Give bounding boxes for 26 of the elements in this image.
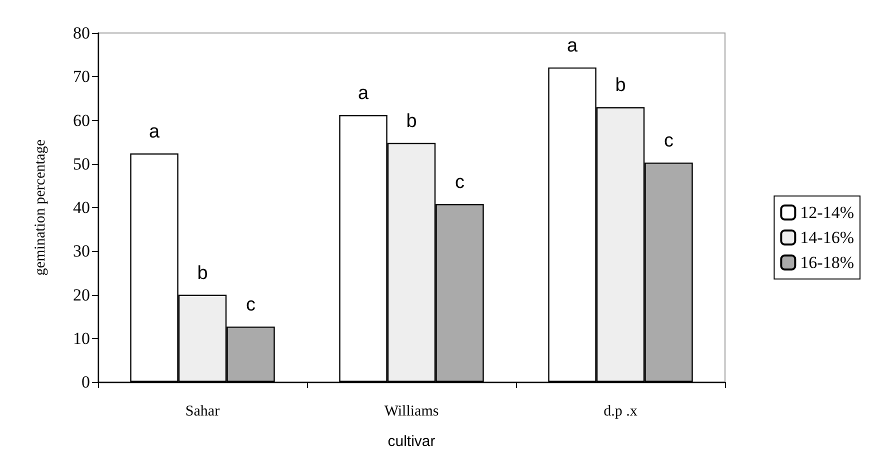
y-tick-label: 70 — [73, 67, 90, 86]
y-tick-label: 0 — [82, 372, 90, 392]
y-tick-label: 80 — [73, 24, 90, 42]
legend-label: 14-16% — [800, 228, 854, 247]
y-axis-title: gemination percentage — [32, 139, 48, 276]
data-label: a — [566, 35, 578, 56]
x-tick-label: Sahar — [185, 404, 220, 420]
y-tick-label: 30 — [73, 242, 90, 261]
data-label: c — [246, 294, 256, 316]
x-tick-label: Williams — [384, 404, 439, 420]
y-tick-label: 20 — [73, 285, 90, 304]
x-axis-title: cultivar — [388, 433, 436, 450]
data-label: c — [454, 172, 464, 194]
y-tick-label: 60 — [73, 110, 90, 130]
data-label: c — [664, 130, 674, 152]
legend-label: 12-14% — [800, 203, 854, 222]
legend-label: 16-18% — [800, 253, 854, 272]
data-label: b — [197, 262, 208, 284]
x-tick-label: d.p .x — [604, 404, 638, 420]
y-tick-label: 10 — [73, 328, 90, 348]
data-label: a — [148, 121, 160, 142]
y-tick-label: 40 — [73, 198, 90, 217]
data-label: b — [406, 110, 417, 132]
data-label: a — [358, 83, 369, 104]
data-label: b — [615, 75, 626, 96]
y-tick-label: 50 — [73, 154, 90, 174]
